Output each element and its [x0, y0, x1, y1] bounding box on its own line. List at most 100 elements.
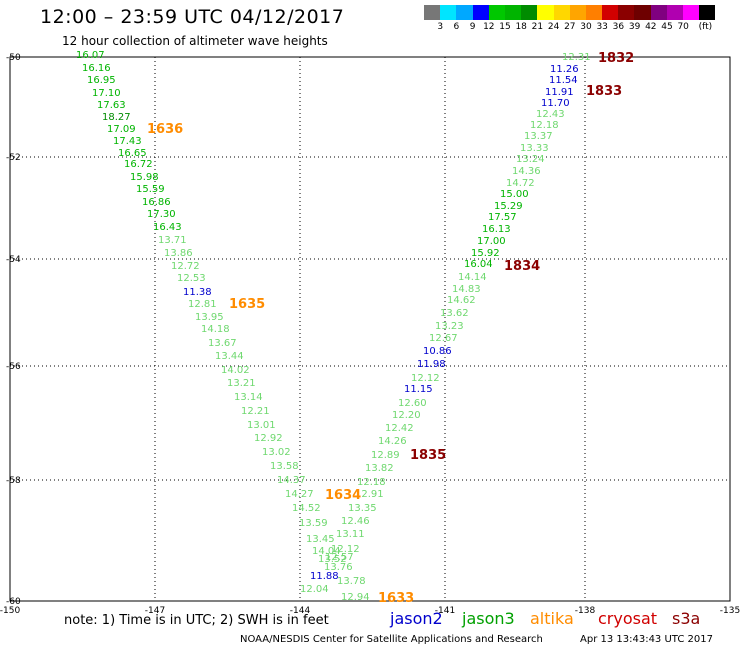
- track-b-value: 12.67: [429, 333, 458, 344]
- lat-tick-label: -50: [6, 53, 21, 63]
- lon-tick-label: -150: [0, 606, 20, 616]
- track-a-value: 13.14: [234, 392, 263, 403]
- track-b-value: 12.43: [536, 109, 565, 120]
- satellite-s3a: s3a: [672, 609, 701, 628]
- track-b-value: 16.04: [464, 259, 493, 270]
- legend-swatch: [553, 5, 570, 20]
- legend-swatch: [699, 5, 716, 20]
- track-b-value: 13.24: [516, 154, 545, 165]
- legend-label: 3: [437, 22, 444, 32]
- track-b-value: 11.70: [541, 98, 570, 109]
- lat-tick-label: -52: [6, 153, 21, 163]
- legend-swatch: [666, 5, 683, 20]
- track-a-value: 17.63: [97, 100, 126, 111]
- track-a-value: 17.43: [113, 136, 142, 147]
- track-a-value: 16.16: [82, 63, 111, 74]
- page-title: 12:00 – 23:59 UTC 04/12/2017: [40, 6, 345, 28]
- track-a-value: 15.59: [136, 184, 165, 195]
- track-a-value: 12.53: [177, 273, 206, 284]
- orbit-time-label: 1636: [147, 122, 183, 137]
- track-b-value: 11.15: [404, 384, 433, 395]
- track-b-value: 13.11: [336, 529, 365, 540]
- track-b-value: 11.54: [549, 75, 578, 86]
- track-a-value: 18.27: [102, 112, 131, 123]
- legend-label: 24: [547, 22, 560, 32]
- track-a-value: 13.86: [164, 248, 193, 259]
- track-a-value: 13.21: [227, 378, 256, 389]
- track-b-value: 12.18: [530, 120, 559, 131]
- page-subtitle: 12 hour collection of altimeter wave hei…: [62, 34, 328, 48]
- track-b-value: 14.62: [447, 295, 476, 306]
- track-a-value: 17.30: [147, 209, 176, 220]
- legend-swatch: [504, 5, 522, 20]
- track-b-value: 13.23: [435, 321, 464, 332]
- track-a-value: 13.58: [270, 461, 299, 472]
- lat-tick-label: -58: [6, 476, 21, 486]
- legend-swatch: [569, 5, 586, 20]
- orbit-time-label: 1634: [325, 488, 361, 503]
- track-b-value: 12.12: [331, 544, 360, 555]
- map-frame: [9, 56, 731, 602]
- legend-swatch: [521, 5, 538, 20]
- track-b-value: 11.26: [550, 64, 579, 75]
- track-b-value: 13.82: [365, 463, 394, 474]
- legend-swatch: [618, 5, 635, 20]
- track-a-value: 13.76: [324, 562, 353, 573]
- track-a-value: 13.71: [158, 235, 187, 246]
- lat-tick-label: -60: [6, 597, 21, 607]
- color-legend: [424, 5, 716, 20]
- orbit-time-label: 1635: [229, 297, 265, 312]
- satellite-jason2: jason2: [390, 609, 443, 628]
- track-b-value: 12.94: [341, 592, 370, 603]
- legend-label: 12: [483, 22, 495, 32]
- track-a-value: 13.44: [215, 351, 244, 362]
- track-a-value: 16.95: [87, 75, 116, 86]
- satellite-altika: altika: [530, 609, 574, 628]
- lat-tick-label: -56: [6, 362, 21, 372]
- track-b-value: 12.42: [385, 423, 414, 434]
- orbit-time-label: 1834: [504, 259, 540, 274]
- legend-label: 45: [661, 22, 673, 32]
- track-b-value: 10.86: [423, 346, 452, 357]
- track-b-value: 16.13: [482, 224, 511, 235]
- track-a-value: 13.59: [299, 518, 328, 529]
- legend-label: 36: [612, 22, 625, 32]
- track-b-value: 14.26: [378, 436, 407, 447]
- footer-note: note: 1) Time is in UTC; 2) SWH is in fe…: [64, 613, 329, 628]
- satellite-cryosat: cryosat: [598, 609, 658, 628]
- legend-swatch: [456, 5, 473, 20]
- track-a-value: 13.52: [318, 554, 347, 565]
- legend-swatch: [634, 5, 651, 20]
- legend-labels: 3 6 9 12 15 18 21 24 27 30 33 36 39 42 45 70 (ft): [424, 22, 740, 34]
- track-a-value: 12.92: [254, 433, 283, 444]
- legend-swatch: [602, 5, 619, 20]
- satellite-jason3: jason3: [462, 609, 515, 628]
- legend-unit: (ft): [698, 22, 713, 32]
- orbit-time-label: 1832: [598, 51, 634, 66]
- track-a-value: 16.07: [76, 50, 105, 61]
- track-b-value: 14.36: [512, 166, 541, 177]
- track-a-value: 17.09: [107, 124, 136, 135]
- track-a-value: 11.88: [310, 571, 339, 582]
- track-b-value: 11.91: [545, 87, 574, 98]
- track-a-value: 14.37: [277, 475, 306, 486]
- lon-tick-label: -138: [575, 606, 596, 616]
- track-a-value: 13.02: [262, 447, 291, 458]
- legend-label: 30: [580, 22, 592, 32]
- lat-tick-label: -54: [6, 255, 21, 265]
- track-b-value: 12.91: [355, 489, 384, 500]
- legend-swatch: [585, 5, 603, 20]
- legend-label: 9: [469, 22, 476, 32]
- track-b-value: 12.89: [371, 450, 400, 461]
- legend-label: 27: [564, 22, 576, 32]
- legend-label: 18: [515, 22, 527, 32]
- track-a-value: 12.21: [241, 406, 270, 417]
- lon-tick-label: -144: [290, 606, 311, 616]
- track-a-value: 13.95: [195, 312, 224, 323]
- track-a-value: 15.98: [130, 172, 159, 183]
- legend-label: 33: [596, 22, 608, 32]
- track-a-value: 13.67: [208, 338, 237, 349]
- legend-swatch: [683, 5, 700, 20]
- lon-tick-label: -135: [720, 606, 740, 616]
